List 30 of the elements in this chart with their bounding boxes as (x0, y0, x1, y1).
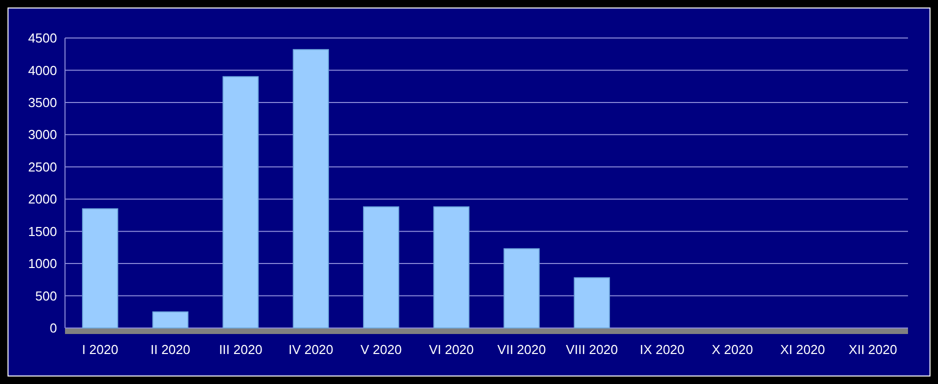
x-tick-label: I 2020 (82, 342, 118, 357)
bar (152, 311, 188, 328)
x-tick-label: XII 2020 (848, 342, 898, 357)
y-tick-label: 1000 (28, 256, 57, 272)
y-tick-label: 500 (35, 288, 57, 304)
y-tick-label: 2000 (28, 192, 57, 207)
x-tick-label: VII 2020 (497, 342, 546, 357)
x-tick-label: V 2020 (360, 342, 402, 357)
bar (363, 206, 400, 328)
bar (222, 76, 259, 328)
bar (82, 208, 118, 328)
y-tick-label: 3500 (28, 94, 57, 110)
x-tick-label: III 2020 (218, 342, 262, 357)
x-tick-label: IV 2020 (288, 342, 334, 357)
bar (574, 277, 610, 328)
y-tick-label: 4500 (28, 30, 57, 46)
x-tick-label: VIII 2020 (566, 342, 618, 357)
x-tick-label: IX 2020 (640, 342, 685, 357)
bar (504, 248, 540, 328)
y-tick-label: 2500 (28, 159, 57, 174)
x-tick-label: II 2020 (150, 342, 190, 357)
bar (292, 49, 329, 328)
y-tick-label: 1500 (28, 224, 57, 239)
y-tick-label: 3000 (28, 127, 57, 142)
x-tick-label: XI 2020 (780, 342, 826, 357)
y-tick-label: 4000 (28, 62, 57, 78)
x-tick-label: X 2020 (712, 342, 753, 357)
y-tick-label: 0 (50, 320, 57, 336)
x-tick-label: VI 2020 (428, 342, 474, 357)
bar (433, 206, 470, 328)
